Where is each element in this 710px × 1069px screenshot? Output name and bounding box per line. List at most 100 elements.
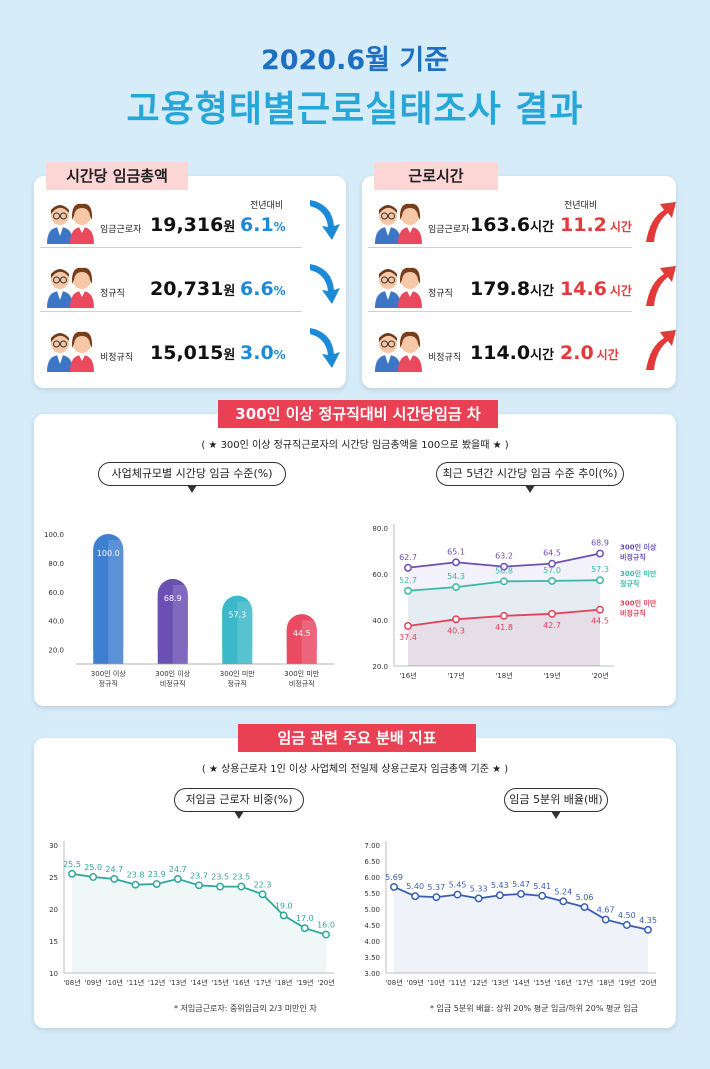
- yoy-change-value: 6.1: [240, 214, 274, 236]
- data-label: 25.0: [84, 863, 102, 872]
- data-label: 42.7: [543, 621, 561, 630]
- y-tick-label: 5.50: [364, 890, 380, 898]
- yoy-change-value: 14.6: [560, 278, 607, 300]
- yoy-change-unit: 시간: [596, 348, 619, 362]
- data-point: [559, 897, 568, 906]
- series-area: [394, 886, 648, 973]
- stat-value: 179.8시간: [470, 278, 554, 300]
- x-tick-label: '13년: [491, 978, 508, 987]
- series-legend-label: 300인 미만: [620, 599, 657, 608]
- dist-section-title: 임금 관련 주요 분배 지표: [238, 724, 476, 752]
- data-label: 23.5: [232, 873, 250, 882]
- x-tick-label: '12년: [148, 978, 165, 987]
- x-tick-label: '11년: [449, 978, 466, 987]
- x-tick-label: '19년: [296, 978, 313, 987]
- x-tick-label: 300인 미만: [220, 669, 255, 678]
- y-tick-label: 4.50: [364, 922, 380, 930]
- yoy-change-value: 3.0: [240, 342, 274, 364]
- x-tick-label: '09년: [85, 978, 102, 987]
- x-tick-label: '20년: [639, 978, 656, 987]
- y-tick-label: 20.0: [48, 647, 64, 655]
- data-label: 24.7: [105, 865, 123, 874]
- stat-value: 20,731원: [150, 278, 235, 300]
- data-point: [538, 891, 547, 900]
- x-tick-label: '20년: [591, 671, 608, 680]
- data-point: [404, 586, 412, 595]
- data-point: [300, 924, 309, 933]
- x-tick-label: '17년: [576, 978, 593, 987]
- data-label: 5.37: [427, 883, 445, 892]
- x-tick-label: '18년: [275, 978, 292, 987]
- x-tick-label: '12년: [470, 978, 487, 987]
- data-label: 5.45: [449, 881, 467, 890]
- low-wage-chart-title: 저임금 근로자 비중(%): [174, 788, 304, 819]
- data-label: 4.67: [597, 906, 615, 915]
- data-point: [195, 881, 203, 890]
- data-point: [131, 880, 140, 889]
- data-point: [279, 911, 288, 920]
- gap-section: 300인 이상 정규직대비 시간당임금 차이 ( ★ 300인 이상 정규직근로…: [34, 400, 676, 706]
- data-point: [390, 882, 398, 891]
- yoy-change-value: 6.6: [240, 278, 274, 300]
- couple-avatar-icon: [42, 196, 100, 244]
- x-tick-label: '14년: [190, 978, 207, 987]
- data-point: [452, 558, 460, 567]
- data-point: [474, 894, 483, 903]
- data-point: [452, 583, 460, 592]
- y-tick-label: 40.0: [48, 618, 64, 626]
- data-label: 63.2: [495, 552, 513, 561]
- couple-avatar-icon: [370, 196, 428, 244]
- couple-avatar-icon: [42, 260, 100, 308]
- data-label: 5.41: [533, 882, 551, 891]
- stat-unit: 시간: [530, 220, 555, 235]
- yoy-change: 2.0 시간: [560, 342, 619, 364]
- stat-number: 179.8: [470, 278, 531, 300]
- quintile-chart: 7.00 6.50 6.00 5.50 5.00 4.50 4.00 3.50 3.00 '08년…: [364, 841, 657, 987]
- x-tick-label: '17년: [447, 671, 464, 680]
- data-label: 62.7: [399, 553, 417, 562]
- data-label: 52.7: [399, 576, 417, 585]
- series-area: [408, 580, 600, 666]
- quintile-footnote: * 임금 5분위 배율: 상위 20% 평균 임금/하위 20% 평균 임금: [430, 1004, 638, 1013]
- y-tick-label: 30: [49, 842, 58, 850]
- dist-section: 임금 관련 주요 분배 지표 ( ★ 상용근로자 1인 이상 사업체의 전일제 …: [34, 724, 676, 1028]
- x-tick-label: '08년: [63, 978, 80, 987]
- stat-number: 19,316: [150, 214, 224, 236]
- x-tick-label: '10년: [428, 978, 445, 987]
- curved-down-arrow-icon: [306, 260, 346, 308]
- yoy-change: 3.0%: [240, 342, 286, 364]
- x-tick-label: '16년: [555, 978, 572, 987]
- x-tick-label: '20년: [317, 978, 334, 987]
- hours-panel-title: 근로시간: [374, 162, 498, 190]
- yoy-label: 전년대비: [250, 201, 284, 211]
- data-label: 19.0: [275, 901, 293, 910]
- x-tick-label: '14년: [512, 978, 529, 987]
- data-label: 5.43: [491, 881, 509, 890]
- data-label: 24.7: [169, 865, 187, 874]
- stat-value: 163.6시간: [470, 214, 554, 236]
- data-label: 37.4: [399, 633, 417, 642]
- dist-section-note: ( ★ 상용근로자 1인 이상 사업체의 전일제 상용근로자 임금총액 기준 ★…: [201, 764, 509, 775]
- yoy-change: 6.6%: [240, 278, 286, 300]
- data-point: [500, 577, 508, 586]
- data-point: [411, 892, 420, 901]
- x-tick-label: 비정규직: [160, 679, 186, 688]
- bar: [222, 595, 253, 664]
- yoy-change-value: 11.2: [560, 214, 607, 236]
- page-title: 고용형태별근로실태조사 결과: [126, 89, 584, 130]
- gap-section-note: ( ★ 300인 이상 정규직근로자의 시간당 임금총액을 100으로 봤을때 …: [201, 440, 509, 451]
- bar-chart-title: 사업체규모별 시간당 임금 수준(%): [98, 462, 286, 493]
- gap-section-title: 300인 이상 정규직대비 시간당임금 차이: [218, 400, 498, 451]
- yoy-change-unit: 시간: [609, 220, 632, 234]
- wage-panel: 시간당 임금총액 임금근로자 19,316원 6.1% 전년대비 정규직 20,731원 6…: [34, 162, 346, 388]
- data-point: [601, 915, 610, 924]
- y-tick-label: 3.50: [364, 954, 380, 962]
- x-tick-label: '16년: [233, 978, 250, 987]
- data-point: [596, 549, 604, 558]
- data-point: [404, 563, 412, 572]
- series-area: [408, 609, 600, 666]
- series-legend-label: 비정규직: [620, 553, 646, 562]
- data-point: [548, 559, 556, 568]
- data-label: 23.5: [211, 873, 229, 882]
- data-label: 54.3: [447, 572, 465, 581]
